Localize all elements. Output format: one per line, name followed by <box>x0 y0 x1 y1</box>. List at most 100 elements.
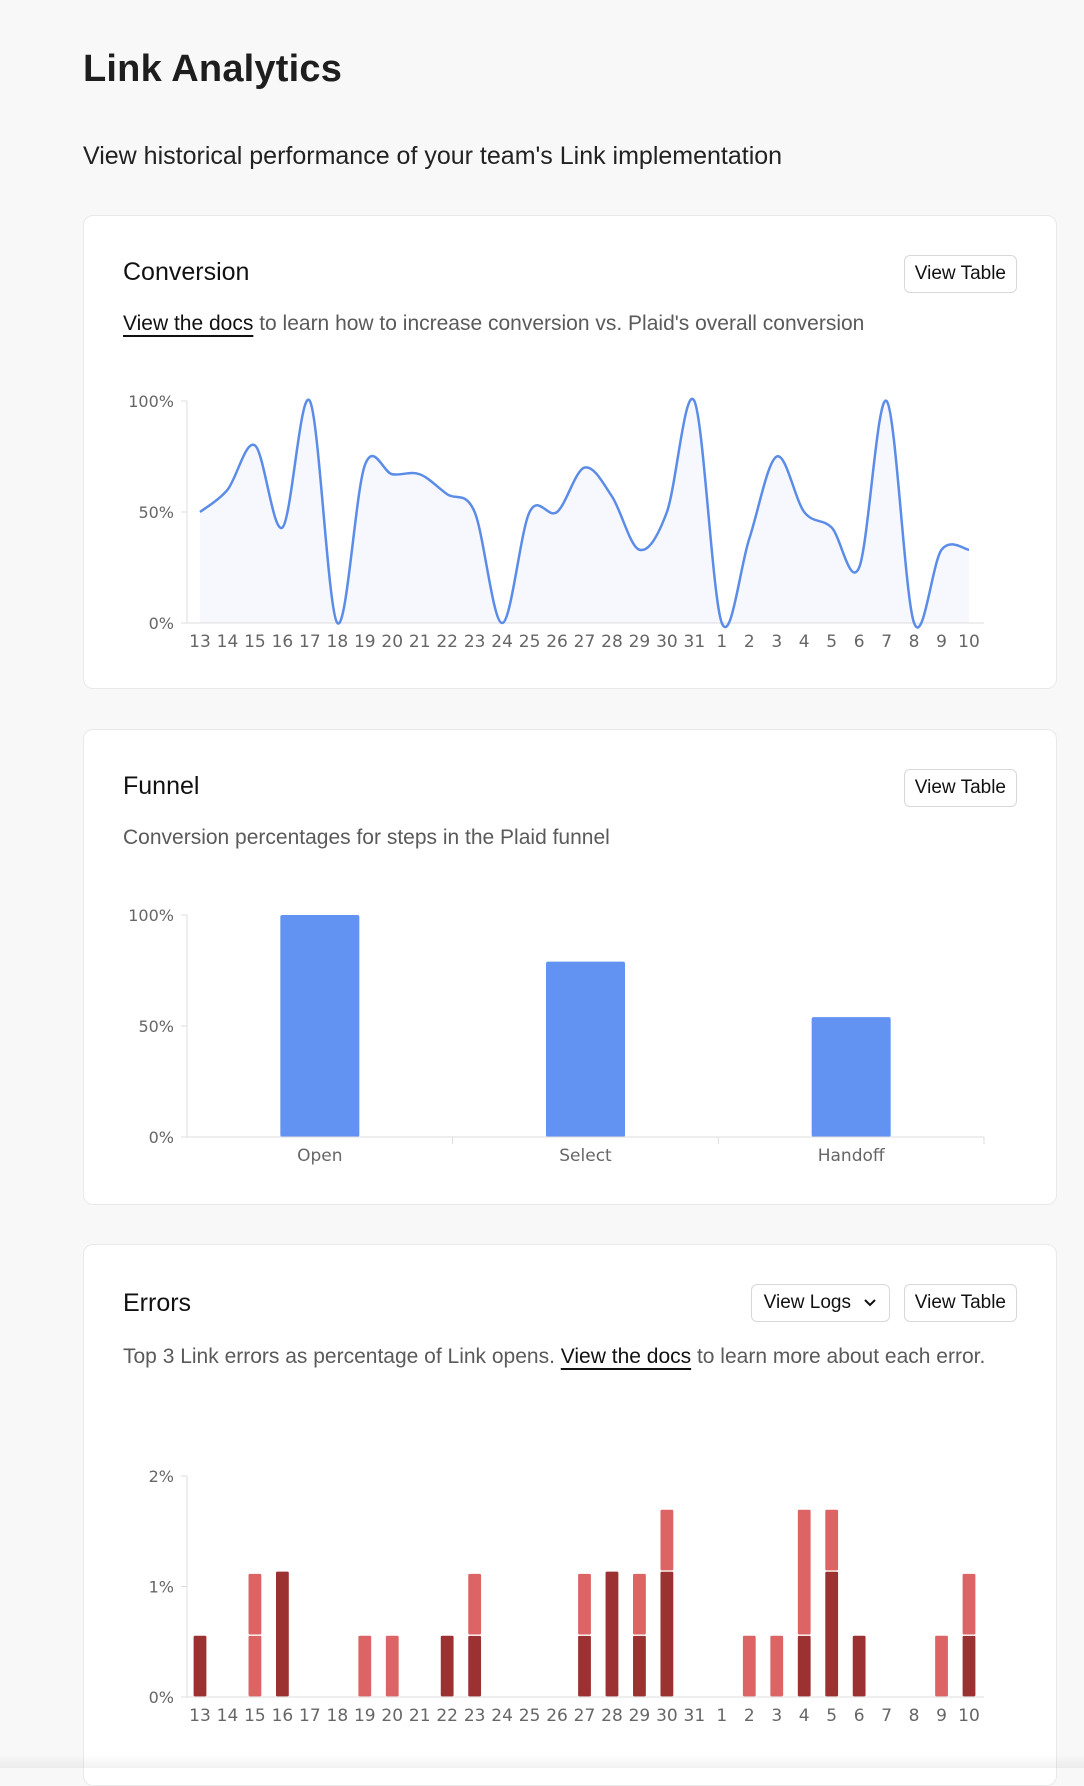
funnel-description: Conversion percentages for steps in the … <box>123 826 610 849</box>
error-bar-segment <box>961 1634 977 1698</box>
errors-description-tail: to learn more about each error. <box>691 1345 986 1368</box>
errors-x-tick-label: 21 <box>409 1706 431 1726</box>
conversion-x-tick-label: 20 <box>381 632 403 652</box>
errors-x-tick-label: 25 <box>519 1706 541 1726</box>
errors-x-tick-label: 3 <box>771 1706 782 1726</box>
conversion-description: View the docs to learn how to increase c… <box>123 305 1016 343</box>
funnel-x-tick-label: Handoff <box>818 1146 886 1166</box>
conversion-x-tick-label: 23 <box>464 632 486 652</box>
conversion-x-tick-label: 29 <box>629 632 651 652</box>
view-logs-dropdown[interactable]: View Logs <box>750 1284 890 1322</box>
error-bar-segment <box>576 1634 593 1698</box>
conversion-x-tick-label: 2 <box>744 632 755 652</box>
errors-x-tick-label: 22 <box>436 1706 458 1726</box>
error-bar-segment <box>659 1508 675 1572</box>
funnel-card: Funnel View Table Conversion percentages… <box>83 729 1057 1205</box>
errors-y-tick-label: 1% <box>149 1578 174 1597</box>
conversion-x-tick-label: 26 <box>546 632 568 652</box>
funnel-bar-select <box>546 961 625 1137</box>
funnel-x-tick-label: Select <box>559 1146 612 1166</box>
funnel-chart: 0% 50% 100% Open Select Handoff <box>128 906 985 1166</box>
conversion-x-tick-label: 6 <box>854 632 865 652</box>
page-title: Link Analytics <box>83 48 343 90</box>
errors-x-tick-label: 27 <box>574 1706 596 1726</box>
error-bar-segment <box>741 1634 757 1698</box>
conversion-x-tick-label: 22 <box>436 632 458 652</box>
error-bar-segment <box>824 1570 840 1698</box>
conversion-x-tick-label: 28 <box>601 632 623 652</box>
errors-docs-link[interactable]: View the docs <box>560 1345 692 1368</box>
error-bar-segment <box>439 1634 455 1698</box>
conversion-x-tick-label: 21 <box>409 632 431 652</box>
errors-x-tick-label: 2 <box>744 1706 755 1726</box>
error-bar-segment <box>796 1508 812 1636</box>
errors-x-tick-label: 16 <box>272 1706 294 1726</box>
errors-x-tick-label: 9 <box>936 1706 947 1726</box>
funnel-view-table-button[interactable]: View Table <box>903 769 1017 807</box>
conversion-card: Conversion View Table View the docs to l… <box>83 215 1057 689</box>
error-bar-segment <box>384 1634 400 1698</box>
page-subtitle: View historical performance of your team… <box>83 142 783 170</box>
errors-x-tick-label: 7 <box>881 1706 892 1726</box>
error-bar-segment <box>769 1634 785 1698</box>
conversion-x-tick-label: 27 <box>574 632 596 652</box>
conversion-x-tick-label: 17 <box>299 632 321 652</box>
error-bar-segment <box>247 1634 263 1698</box>
funnel-title: Funnel <box>123 772 200 800</box>
conversion-x-tick-label: 18 <box>327 632 349 652</box>
chevron-down-icon <box>863 1285 877 1321</box>
conversion-x-tick-label: 10 <box>958 632 980 652</box>
errors-x-tick-label: 8 <box>909 1706 920 1726</box>
error-bar-segment <box>467 1572 483 1636</box>
error-bar-segment <box>576 1572 593 1636</box>
view-logs-label: View Logs <box>763 1292 851 1314</box>
error-bar-segment <box>631 1572 648 1636</box>
conversion-x-tick-label: 15 <box>244 632 266 652</box>
errors-x-tick-label: 4 <box>799 1706 810 1726</box>
errors-x-tick-label: 20 <box>381 1706 403 1726</box>
errors-x-tick-label: 14 <box>217 1706 239 1726</box>
error-bar-segment <box>604 1570 620 1698</box>
funnel-y-tick-label: 50% <box>138 1017 174 1036</box>
errors-x-tick-label: 10 <box>958 1706 980 1726</box>
bottom-fade <box>0 1754 1084 1768</box>
conversion-title: Conversion <box>123 258 250 286</box>
conversion-x-tick-label: 5 <box>826 632 837 652</box>
conversion-x-tick-label: 3 <box>771 632 782 652</box>
errors-x-tick-label: 15 <box>244 1706 266 1726</box>
errors-y-tick-label: 2% <box>149 1467 174 1486</box>
conversion-docs-link[interactable]: View the docs <box>123 312 254 335</box>
conversion-area-fill <box>200 398 969 628</box>
conversion-x-tick-label: 24 <box>491 632 513 652</box>
errors-x-tick-label: 19 <box>354 1706 376 1726</box>
errors-x-tick-label: 23 <box>464 1706 486 1726</box>
funnel-y-tick-label: 0% <box>149 1128 174 1147</box>
errors-card: Errors View Logs View Table Top 3 Link e… <box>83 1244 1057 1786</box>
error-bar-segment <box>467 1634 483 1698</box>
conversion-x-tick-label: 30 <box>656 632 678 652</box>
errors-description-text: Top 3 Link errors as percentage of Link … <box>123 1345 561 1368</box>
conversion-view-table-button[interactable]: View Table <box>903 255 1017 293</box>
error-bar-segment <box>357 1634 373 1698</box>
errors-title: Errors <box>123 1289 192 1317</box>
conversion-y-tick-label: 100% <box>128 392 174 411</box>
error-bar-segment <box>659 1570 675 1698</box>
conversion-x-tick-label: 4 <box>799 632 810 652</box>
conversion-x-tick-label: 16 <box>272 632 294 652</box>
conversion-x-tick-label: 8 <box>909 632 920 652</box>
errors-y-tick-label: 0% <box>149 1688 174 1707</box>
conversion-description-text: to learn how to increase conversion vs. … <box>253 312 865 335</box>
errors-x-tick-label: 30 <box>656 1706 678 1726</box>
error-bar-segment <box>247 1572 263 1636</box>
errors-x-tick-label: 5 <box>826 1706 837 1726</box>
error-bar-segment <box>933 1634 950 1698</box>
conversion-x-tick-label: 25 <box>519 632 541 652</box>
error-bar-segment <box>824 1508 840 1572</box>
funnel-y-tick-label: 100% <box>128 906 174 925</box>
conversion-y-tick-label: 0% <box>149 614 174 633</box>
errors-view-table-button[interactable]: View Table <box>903 1284 1017 1322</box>
conversion-y-tick-label: 50% <box>138 503 174 522</box>
error-bar-segment <box>961 1572 977 1636</box>
errors-x-tick-label: 24 <box>491 1706 513 1726</box>
